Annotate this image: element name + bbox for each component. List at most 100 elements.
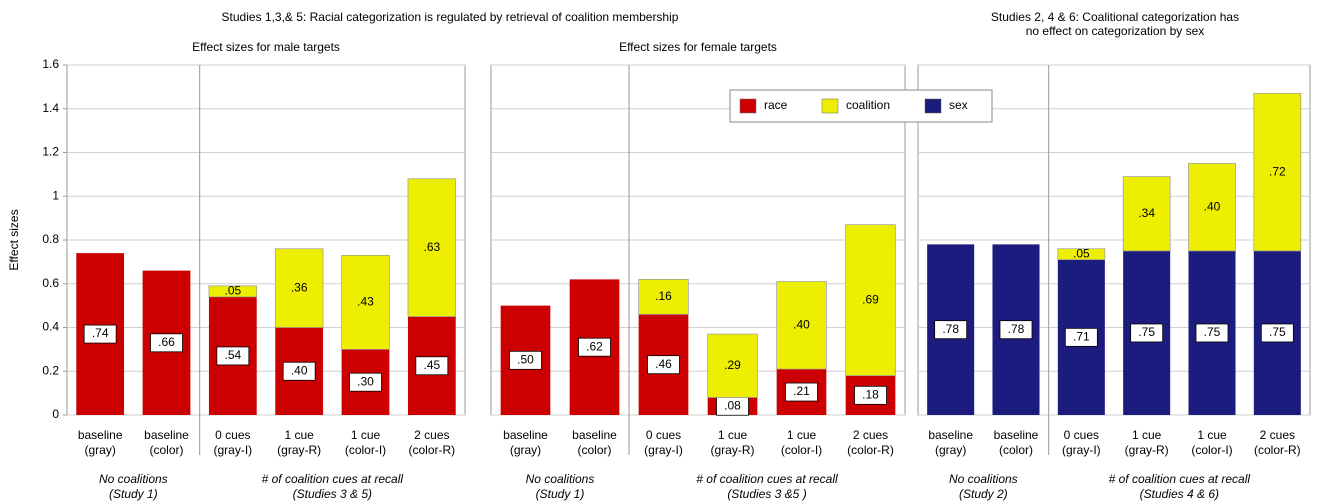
value-label: .08 [724, 398, 741, 412]
bar-segment [274, 248, 324, 328]
value-label: .69 [862, 292, 879, 306]
group-label: # of coalition cues at recall [1109, 472, 1251, 486]
value-label: .40 [793, 317, 810, 331]
bar-segment [1057, 248, 1106, 261]
value-label: .75 [1204, 325, 1221, 339]
value-label: .05 [224, 284, 241, 298]
panel-title: Effect sizes for male targets [192, 40, 340, 54]
x-tick-label: baseline [928, 428, 973, 442]
value-label: .46 [655, 357, 672, 371]
value-label-box [647, 355, 680, 375]
group-label: (Study 1) [536, 487, 585, 501]
value-label-box [578, 337, 611, 357]
x-tick-label: (color) [999, 443, 1033, 457]
group-label: # of coalition cues at recall [262, 472, 404, 486]
group-label: No coalitions [526, 472, 595, 486]
value-label: .21 [793, 384, 810, 398]
value-label: .30 [357, 374, 374, 388]
bar-segment [845, 224, 896, 376]
x-tick-label: 1 cue [787, 428, 817, 442]
x-tick-label: (gray) [84, 443, 115, 457]
value-label: .50 [517, 352, 534, 366]
x-tick-label: 1 cue [284, 428, 314, 442]
value-label-box [415, 356, 449, 376]
y-tick-label: 0.4 [42, 320, 59, 334]
y-tick-label: 1 [52, 188, 59, 202]
x-tick-label: (color) [149, 443, 183, 457]
value-label: .63 [423, 240, 440, 254]
value-label-box [282, 361, 316, 381]
value-label-box [83, 324, 117, 344]
x-tick-label: (gray-I) [644, 443, 683, 457]
legend-label: sex [949, 98, 968, 112]
value-label: .29 [724, 358, 741, 372]
value-label: .18 [862, 387, 879, 401]
value-label: .43 [357, 295, 374, 309]
value-label-box [1064, 327, 1098, 347]
value-label: .74 [92, 326, 109, 340]
bar-segment [1122, 176, 1171, 252]
x-tick-label: 2 cues [414, 428, 449, 442]
value-label: .78 [1008, 322, 1025, 336]
value-label-box [150, 333, 183, 353]
x-tick-label: (color) [577, 443, 611, 457]
group-label: (Studies 3 & 5) [293, 487, 372, 501]
x-tick-label: (gray-R) [711, 443, 755, 457]
suptitle: Studies 2, 4 & 6: Coalitional categoriza… [991, 10, 1239, 24]
bar-segment [407, 178, 457, 317]
x-tick-label: (color-I) [781, 443, 822, 457]
x-tick-label: (color-R) [1254, 443, 1301, 457]
x-tick-label: (gray) [935, 443, 966, 457]
group-label: (Study 1) [109, 487, 158, 501]
value-label: .40 [1204, 199, 1221, 213]
panel-title: Effect sizes for female targets [619, 40, 777, 54]
bar-segment [776, 281, 827, 370]
value-label: .75 [1269, 325, 1286, 339]
x-tick-label: 1 cue [1132, 428, 1162, 442]
value-label-box [785, 382, 818, 402]
value-label-box [349, 372, 382, 392]
value-label-box [509, 350, 542, 370]
x-tick-label: (color-I) [1191, 443, 1232, 457]
suptitle: Studies 1,3,& 5: Racial categorization i… [222, 10, 679, 24]
value-label-box [999, 320, 1033, 340]
group-label: No coalitions [949, 472, 1018, 486]
x-tick-label: 1 cue [351, 428, 381, 442]
value-label: .36 [291, 280, 308, 294]
value-label: .16 [655, 289, 672, 303]
legend-swatch [924, 98, 942, 114]
x-tick-label: (gray) [510, 443, 541, 457]
x-tick-label: baseline [144, 428, 189, 442]
value-label: .78 [942, 322, 959, 336]
group-label: (Studies 3 &5 ) [727, 487, 806, 501]
value-label: .62 [586, 339, 603, 353]
x-tick-label: 1 cue [718, 428, 748, 442]
bar-segment [707, 333, 758, 398]
y-tick-label: 0.8 [42, 232, 59, 246]
x-tick-label: (gray-R) [277, 443, 321, 457]
y-tick-label: 0.2 [42, 363, 59, 377]
y-tick-label: 1.6 [42, 57, 59, 71]
x-tick-label: baseline [572, 428, 617, 442]
x-tick-label: 2 cues [1260, 428, 1295, 442]
value-label: .45 [423, 358, 440, 372]
bar-segment [208, 285, 258, 298]
value-label-box [934, 320, 968, 340]
x-tick-label: 0 cues [646, 428, 681, 442]
legend-swatch [739, 98, 757, 114]
group-label: # of coalition cues at recall [696, 472, 838, 486]
y-tick-label: 1.2 [42, 145, 59, 159]
bar-segment [1253, 93, 1302, 252]
value-label-box [1130, 323, 1164, 343]
value-label: .66 [158, 335, 175, 349]
legend-label: race [764, 98, 788, 112]
bar-segment [1188, 163, 1236, 252]
bar-segment [638, 279, 689, 315]
x-tick-label: (color-R) [408, 443, 455, 457]
legend-swatch [821, 98, 839, 114]
value-label: .71 [1073, 330, 1090, 344]
value-label: .34 [1138, 206, 1155, 220]
x-tick-label: 2 cues [853, 428, 888, 442]
value-label: .05 [1073, 246, 1090, 260]
